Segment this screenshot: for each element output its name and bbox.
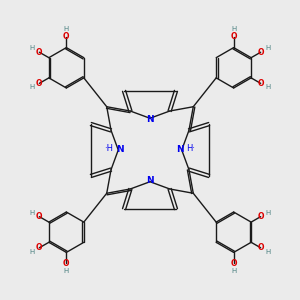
Text: O: O	[63, 32, 70, 41]
Text: H: H	[64, 268, 69, 274]
Text: H: H	[64, 26, 69, 32]
Text: O: O	[36, 212, 43, 221]
Text: N: N	[176, 146, 184, 154]
Text: O: O	[36, 79, 43, 88]
Text: H: H	[265, 210, 270, 216]
Text: H: H	[30, 210, 35, 216]
Text: H·: H·	[187, 144, 196, 153]
Text: O: O	[257, 79, 264, 88]
Text: N: N	[116, 146, 124, 154]
Text: H: H	[265, 249, 270, 255]
Text: O: O	[257, 48, 264, 57]
Text: O: O	[257, 212, 264, 221]
Text: O: O	[230, 32, 237, 41]
Text: O: O	[36, 48, 43, 57]
Text: O: O	[230, 259, 237, 268]
Text: H: H	[231, 268, 236, 274]
Text: N: N	[146, 176, 154, 185]
Text: H: H	[265, 84, 270, 90]
Text: H: H	[30, 249, 35, 255]
Text: H: H	[231, 26, 236, 32]
Text: H: H	[265, 45, 270, 51]
Text: H: H	[30, 45, 35, 51]
Text: ·H: ·H	[104, 144, 113, 153]
Text: O: O	[257, 243, 264, 252]
Text: O: O	[36, 243, 43, 252]
Text: N: N	[146, 115, 154, 124]
Text: O: O	[63, 259, 70, 268]
Text: H: H	[30, 84, 35, 90]
